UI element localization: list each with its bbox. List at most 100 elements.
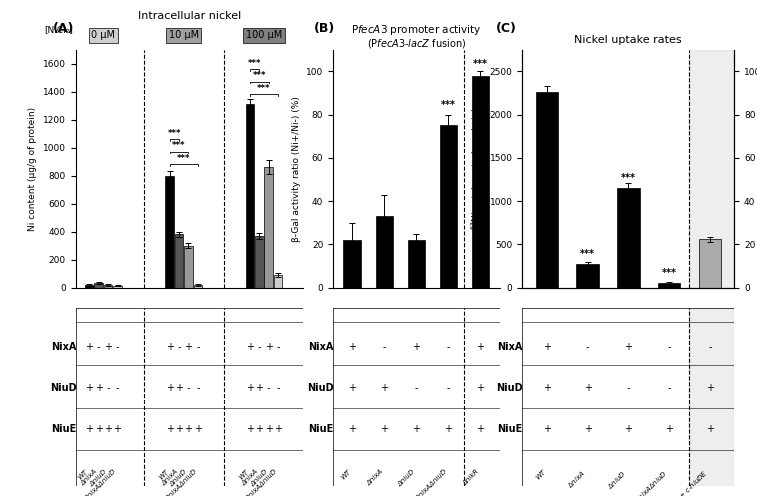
Bar [440,125,457,288]
Title: Nickel uptake rates: Nickel uptake rates [575,35,682,45]
Text: -: - [276,383,280,393]
Bar [104,285,113,288]
Text: +: + [706,383,714,393]
Text: ***: *** [248,59,261,68]
Text: WT: WT [157,468,170,480]
Text: +: + [194,424,202,434]
Text: +: + [476,424,484,434]
Text: ***: *** [257,84,271,93]
Bar [536,92,558,288]
Text: P$\mathit{fecA3}$ promoter activity: P$\mathit{fecA3}$ promoter activity [351,22,481,37]
Text: +: + [665,424,673,434]
Text: NiuD: NiuD [496,383,523,393]
Text: -: - [177,342,181,352]
Text: WT: WT [534,468,547,480]
Text: ***: *** [662,268,677,278]
Y-axis label: Ni content (μg/g of protein): Ni content (μg/g of protein) [29,107,37,231]
Bar [576,264,599,288]
Text: +: + [166,342,173,352]
Text: ***: *** [253,71,266,80]
Text: WT: WT [340,468,352,480]
Text: NiuE: NiuE [497,424,523,434]
Text: +: + [625,424,632,434]
Bar [658,283,681,288]
Text: $\Delta$niuD$\Delta$nixA + c-niuDE: $\Delta$niuD$\Delta$nixA + c-niuDE [646,468,710,496]
Text: +: + [255,424,263,434]
Text: +: + [104,424,112,434]
Bar [617,188,640,288]
Bar [255,236,263,288]
Text: -: - [106,383,110,393]
Text: +: + [543,342,551,352]
Text: +: + [348,342,357,352]
Text: ΔniuD: ΔniuD [89,468,108,488]
Text: -: - [196,342,200,352]
Text: NiuE: NiuE [308,424,333,434]
Text: ΔnixA: ΔnixA [80,468,98,487]
Text: ΔnikR: ΔnikR [462,468,481,487]
Bar [274,275,282,288]
Text: +: + [265,424,273,434]
Text: -: - [267,383,270,393]
Text: -: - [447,383,450,393]
Title: Intracellular nickel: Intracellular nickel [138,11,241,21]
Text: -: - [196,383,200,393]
Text: +: + [114,424,122,434]
Text: 10 μM: 10 μM [169,30,199,40]
Text: -: - [668,383,671,393]
Text: -: - [97,342,101,352]
Text: 100 μM: 100 μM [246,30,282,40]
Bar [407,240,425,288]
Text: +: + [185,342,192,352]
Y-axis label: β-Gal activity ratio (Ni+/Ni-) (%): β-Gal activity ratio (Ni+/Ni-) (%) [291,96,301,242]
Text: NiuD: NiuD [50,383,76,393]
Text: -: - [382,342,386,352]
Text: 0 μM: 0 μM [92,30,115,40]
Text: NiuE: NiuE [51,424,76,434]
Text: +: + [95,383,103,393]
Text: -: - [187,383,190,393]
Text: +: + [348,383,357,393]
Text: ΔnixAΔniuD: ΔnixAΔniuD [245,468,278,496]
Text: ΔniuD: ΔniuD [170,468,188,488]
Text: ΔnixA: ΔnixA [241,468,260,487]
Text: +: + [86,342,93,352]
Text: -: - [276,342,280,352]
Text: NixA: NixA [51,342,76,352]
Text: -: - [708,342,712,352]
Text: $\Delta$nixA: $\Delta$nixA [566,468,587,490]
Text: +: + [274,424,282,434]
Text: -: - [627,383,630,393]
Text: +: + [413,424,420,434]
Text: +: + [380,424,388,434]
Text: $\Delta$nixA$\Delta$niuD: $\Delta$nixA$\Delta$niuD [632,468,669,496]
Bar [95,283,103,288]
Text: +: + [476,383,484,393]
Bar [699,239,721,288]
Bar [344,240,361,288]
Y-axis label: $^{63}$Ni uptake rate (cpm/min): $^{63}$Ni uptake rate (cpm/min) [469,107,484,230]
Text: +: + [95,424,103,434]
Text: (P$\mathit{fecA3}$-$\mathit{lacZ}$ fusion): (P$\mathit{fecA3}$-$\mathit{lacZ}$ fusio… [367,37,466,50]
Text: WT: WT [238,468,250,480]
Text: +: + [86,424,93,434]
Text: -: - [116,342,120,352]
Text: +: + [246,424,254,434]
Text: $\Delta$niuD: $\Delta$niuD [606,468,628,491]
Text: -: - [447,342,450,352]
Text: +: + [584,424,591,434]
Text: +: + [185,424,192,434]
Bar [690,50,734,288]
Text: ΔnixA: ΔnixA [160,468,179,487]
Text: +: + [246,342,254,352]
Text: (A): (A) [53,22,74,35]
Text: ΔnixAΔniuD: ΔnixAΔniuD [415,468,448,496]
Text: +: + [166,383,173,393]
Text: ***: *** [441,100,456,110]
Bar [375,216,393,288]
Text: ΔniuD: ΔniuD [397,468,416,488]
Text: WT: WT [77,468,89,480]
Text: ΔnixAΔniuD: ΔnixAΔniuD [84,468,117,496]
Text: ***: *** [173,141,185,150]
Text: NiuD: NiuD [307,383,333,393]
